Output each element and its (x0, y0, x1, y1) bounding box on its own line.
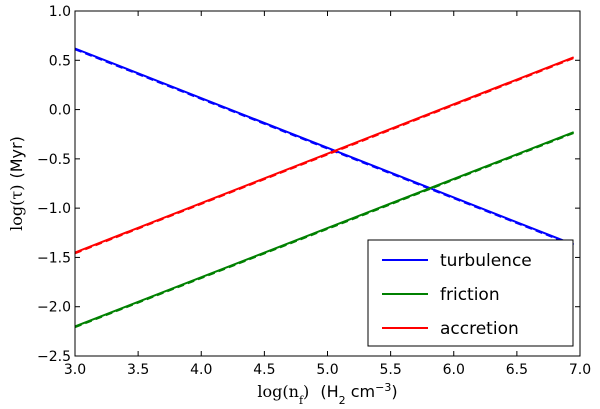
x-axis-label: log(nf) (H2 cm−3) (257, 381, 397, 407)
series-line-friction (74, 131, 575, 328)
series-dashed-line-turbulence (74, 48, 574, 247)
legend-entries: turbulence friction accretion (382, 251, 532, 339)
series-line-turbulence (74, 47, 575, 246)
x-tick-label: 6.5 (506, 362, 528, 378)
x-tick-label: 3.0 (64, 362, 86, 378)
y-tick-label: −1.0 (37, 201, 71, 217)
x-tick-label: 4.0 (190, 362, 212, 378)
legend-label-accretion: accretion (440, 319, 519, 339)
y-tick-label: 0.5 (49, 53, 71, 69)
x-tick-label: 3.5 (127, 362, 149, 378)
y-tick-label: −1.5 (37, 250, 71, 266)
series-dashed-line-friction (74, 132, 574, 329)
x-tick-label: 4.5 (253, 362, 275, 378)
legend-label-turbulence: turbulence (440, 251, 532, 271)
y-tick-label: −2.5 (37, 349, 71, 365)
series-dashed-line-accretion (74, 57, 574, 255)
x-tick-label: 5.5 (379, 362, 401, 378)
y-axis-label: log(τ)(Myr) (7, 136, 26, 231)
series-line-accretion (74, 56, 575, 254)
legend-label-friction: friction (440, 285, 500, 305)
x-tick-label: 5.0 (316, 362, 338, 378)
x-tick-label: 6.0 (443, 362, 465, 378)
y-tick-label: −0.5 (37, 152, 71, 168)
ticks-layer: 3.0 3.5 4.0 4.5 5.0 5.5 6.0 6.5 7.0 −2.5 −2.0 −1.5 −… (37, 4, 591, 378)
y-tick-label: −2.0 (37, 300, 71, 316)
series-layer (74, 47, 575, 329)
y-tick-label: 0.0 (49, 103, 71, 119)
legend: turbulence friction accretion (367, 239, 574, 347)
y-tick-label: 1.0 (49, 4, 71, 20)
x-tick-label: 7.0 (569, 362, 591, 378)
